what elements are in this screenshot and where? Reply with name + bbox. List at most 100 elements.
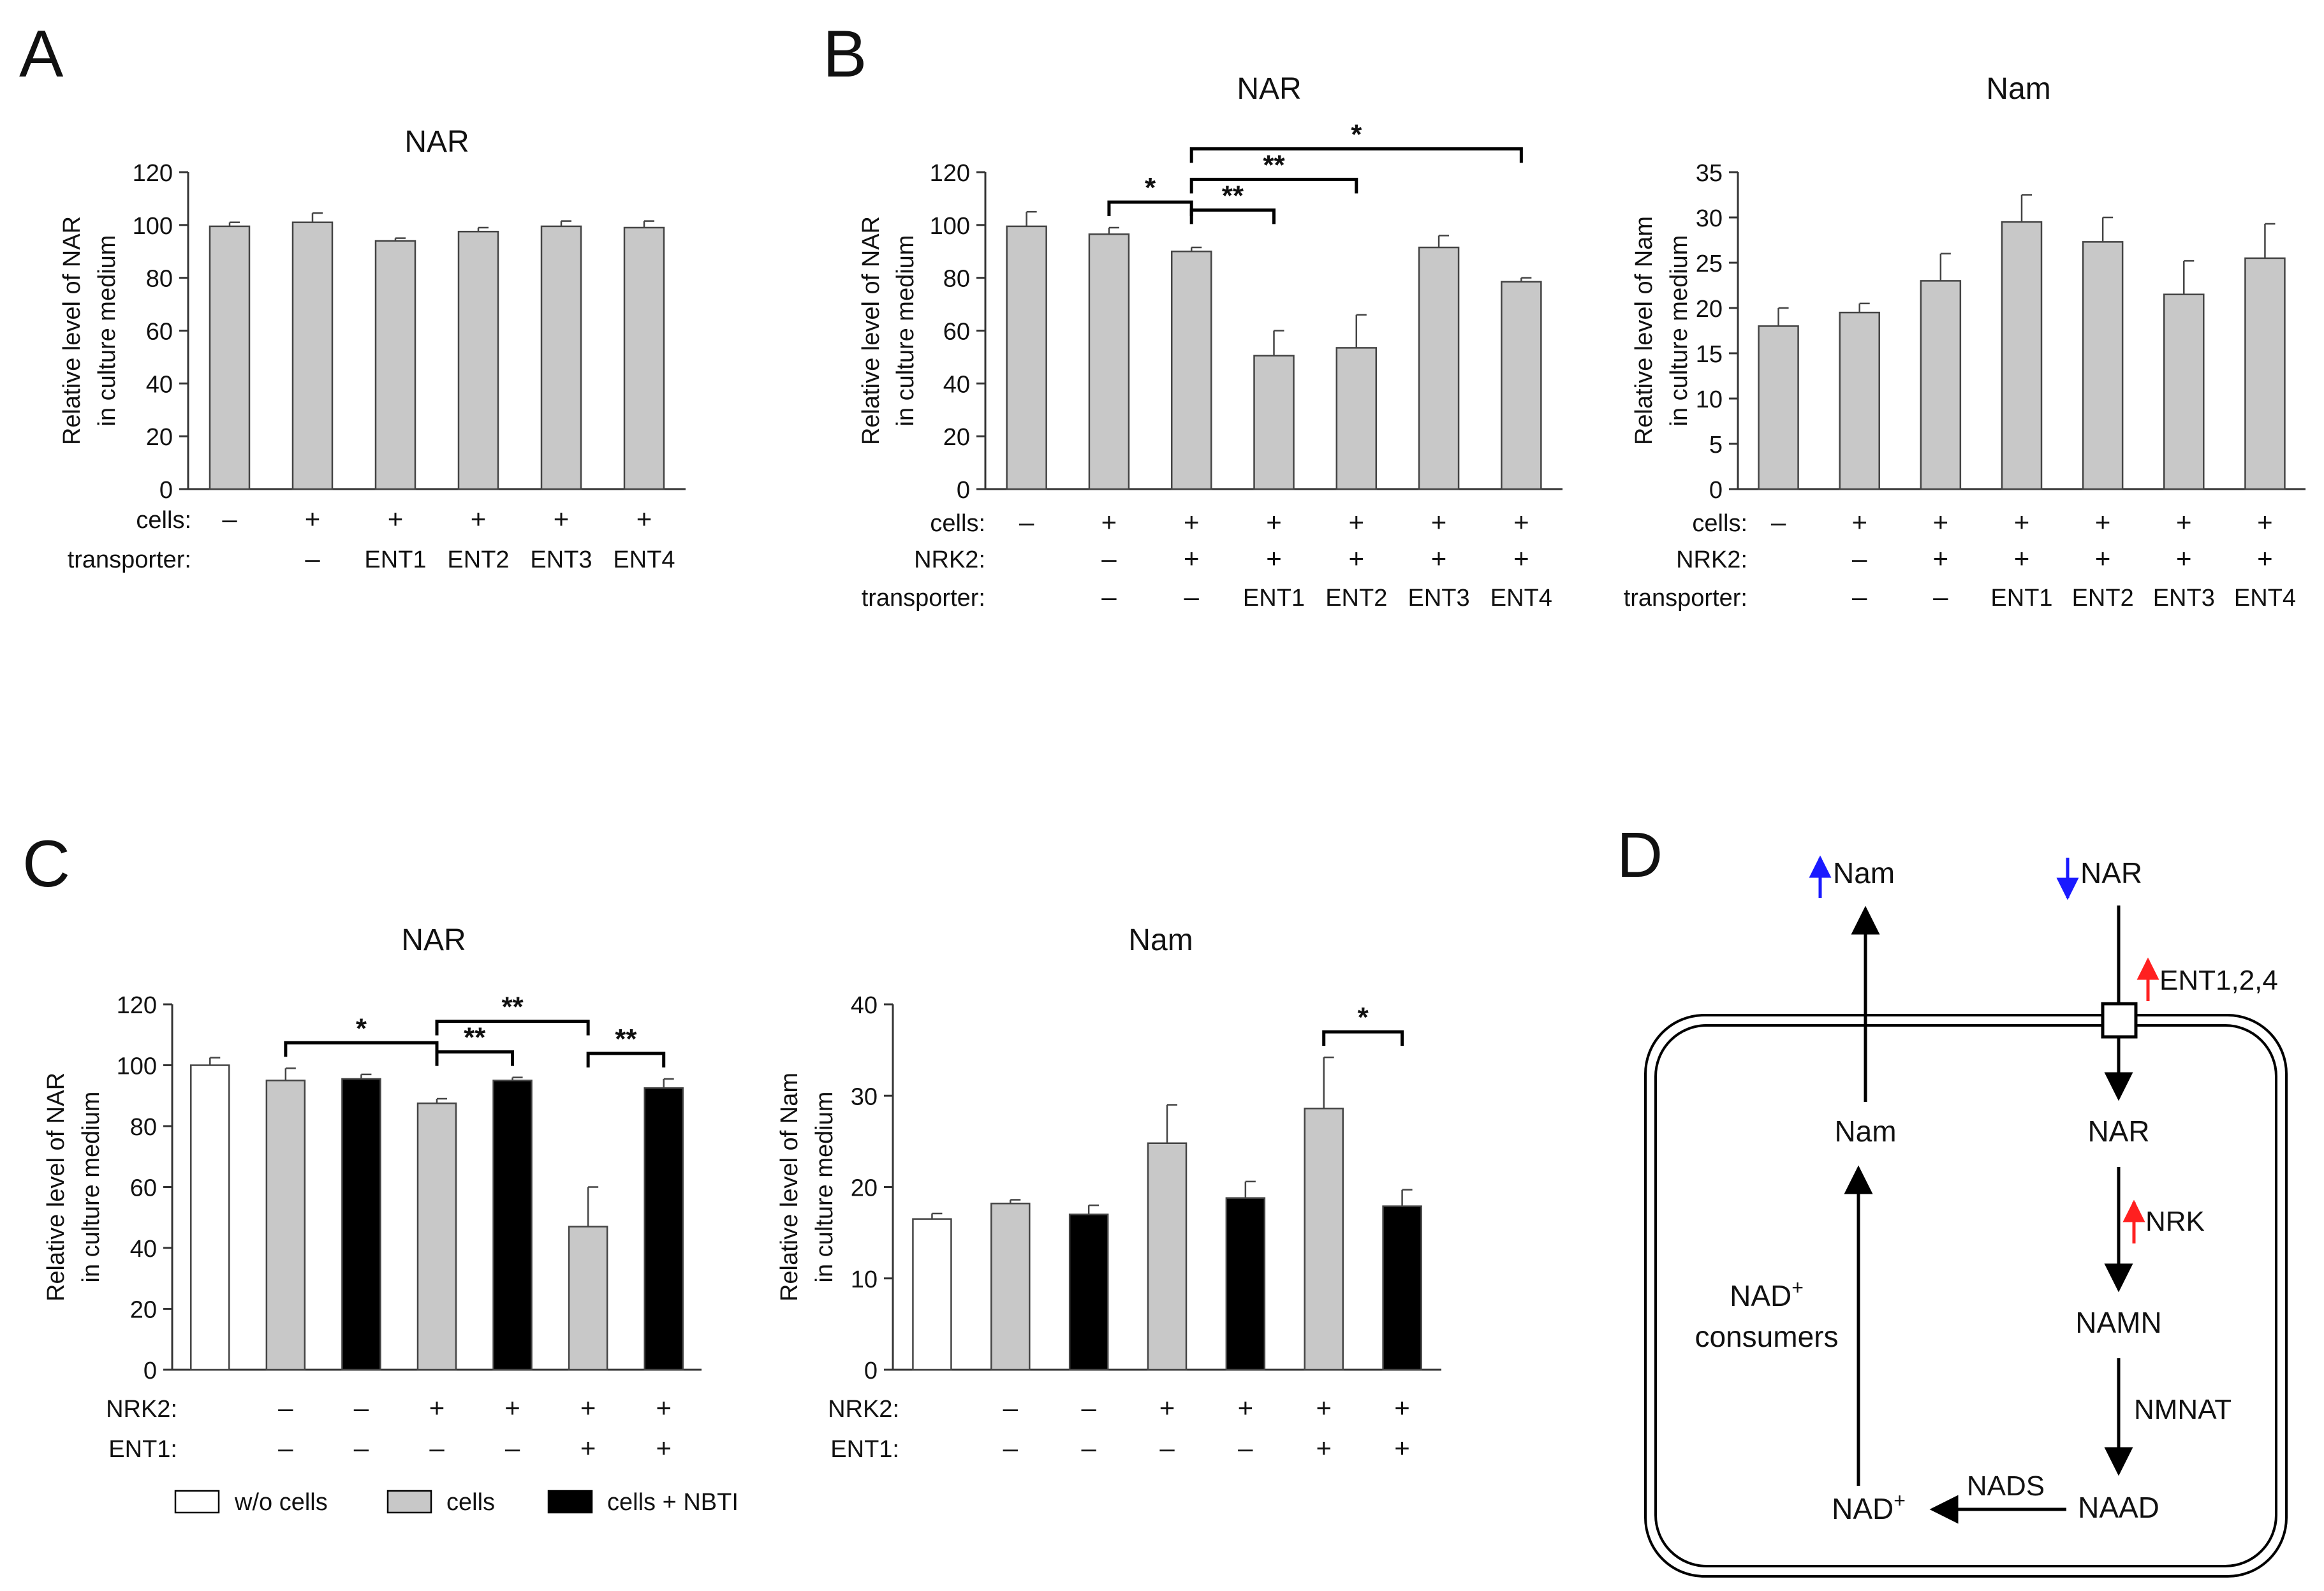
y-tick-label: 40 [130, 1236, 157, 1263]
significance-bracket [1107, 200, 1193, 216]
condition-value: – [1238, 1433, 1253, 1463]
significance-label: ** [1222, 180, 1244, 211]
significance-label: * [356, 1013, 367, 1044]
condition-value: ENT1 [1990, 585, 2052, 612]
significance-bracket [1189, 147, 1523, 163]
chart-panel-a-nar: NAR 0 20 40 60 80 100 120 Relative level of NAR i… [59, 125, 686, 573]
condition-value: ENT1 [1243, 585, 1305, 612]
condition-value: + [1159, 1393, 1175, 1423]
bar [190, 1064, 230, 1371]
bar [1335, 347, 1378, 490]
y-axis-label: Relative level of NAR [43, 1073, 70, 1301]
y-tick-label: 30 [851, 1083, 878, 1110]
y-tick-label: 10 [1696, 386, 1723, 413]
condition-value: + [1933, 543, 1949, 573]
condition-value: + [388, 504, 404, 534]
significance-label: ** [1263, 149, 1285, 180]
condition-row-label: NRK2: [1676, 546, 1747, 573]
y-tick-label: 30 [1696, 205, 1723, 232]
y-tick-label: 35 [1696, 160, 1723, 187]
y-tick-label: 0 [1709, 477, 1723, 504]
condition-value: – [1081, 1393, 1096, 1423]
panel-letter-d: D [1617, 819, 1663, 891]
bar [644, 1087, 684, 1371]
condition-value: + [504, 1393, 520, 1423]
significance-bracket [586, 1052, 666, 1067]
panel-letter-a: A [19, 17, 64, 91]
bar [623, 226, 665, 490]
condition-value: + [1349, 543, 1365, 573]
nam-intracellular-label: Nam [1834, 1115, 1896, 1148]
bar [416, 1102, 457, 1371]
y-tick-label: 80 [146, 266, 173, 293]
condition-value: + [1513, 543, 1529, 573]
y-axis-label-line2: in culture medium [892, 235, 919, 427]
condition-value: – [1003, 1433, 1019, 1463]
condition-value: + [1394, 1433, 1410, 1463]
condition-value: + [1316, 1433, 1332, 1463]
nad-consumers-label-line2: consumers [1695, 1320, 1839, 1353]
condition-value: – [1159, 1433, 1175, 1463]
legend-swatch-wo-cells [174, 1490, 220, 1514]
cell-membrane-outer [1644, 1014, 2288, 1578]
bar [1758, 325, 1799, 490]
chart-title: Nam [1986, 72, 2050, 106]
condition-value: + [1238, 1393, 1254, 1423]
condition-value: + [2014, 507, 2030, 537]
y-tick-label: 20 [146, 424, 173, 451]
bar [291, 221, 334, 490]
namn-label: NAMN [2075, 1306, 2161, 1339]
condition-value: ENT4 [613, 546, 675, 573]
y-tick-label: 20 [943, 424, 970, 451]
bar [492, 1080, 533, 1371]
condition-value: – [354, 1433, 369, 1463]
condition-row-label: transporter: [862, 585, 985, 612]
significance-label: * [1358, 1002, 1369, 1033]
legend-swatch-cells [386, 1490, 432, 1514]
condition-row-label: cells: [1692, 510, 1747, 537]
condition-value: + [2257, 543, 2273, 573]
y-axis-label: Relative level of NAR [59, 216, 85, 445]
chart-panel-c-nar: NAR 0 20 40 60 80 100 120 Relative level of NAR i… [43, 923, 702, 1463]
y-tick-label: 40 [943, 371, 970, 398]
condition-value: + [2095, 543, 2111, 573]
legend-swatch-cells-nbti [547, 1490, 593, 1514]
y-tick-label: 0 [159, 477, 173, 504]
chart-panel-b-nar: NAR 0 20 40 60 80 100 120 Relative level of NAR i… [858, 72, 1563, 612]
condition-value: – [354, 1393, 369, 1423]
significance-bracket [435, 1050, 515, 1066]
significance-bracket [435, 1020, 590, 1036]
condition-value: + [471, 504, 487, 534]
condition-value: – [1852, 582, 1867, 612]
y-tick-label: 60 [943, 319, 970, 346]
transporter-box [2101, 1002, 2138, 1039]
condition-row-label: ENT1: [108, 1436, 177, 1463]
bar [1006, 225, 1047, 490]
condition-value: ENT4 [1490, 585, 1552, 612]
bar [2082, 241, 2124, 490]
condition-value: + [2014, 543, 2030, 573]
significance-bracket [1322, 1030, 1404, 1046]
y-tick-label: 25 [1696, 251, 1723, 277]
y-tick-label: 120 [117, 992, 157, 1019]
chart-title: NAR [401, 923, 466, 957]
condition-row-label: NRK2: [914, 546, 985, 573]
condition-value: + [2176, 543, 2192, 573]
y-tick-label: 100 [117, 1053, 157, 1080]
y-axis-label: Relative level of NAR [858, 216, 885, 445]
y-tick-label: 40 [146, 371, 173, 398]
condition-value: ENT2 [2072, 585, 2134, 612]
significance-label: ** [501, 992, 524, 1023]
chart-panel-c-nam: Nam 0 10 20 30 40 Relative level of Nam in cult… [776, 923, 1441, 1463]
condition-value: + [1184, 543, 1200, 573]
y-tick-label: 80 [130, 1114, 157, 1141]
condition-value: + [1431, 543, 1447, 573]
bar [1839, 311, 1880, 490]
bar [457, 230, 499, 490]
condition-row-label: transporter: [68, 546, 191, 573]
nad-consumers-label: NAD+ [1730, 1276, 1804, 1312]
panel-letter-b: B [823, 17, 867, 91]
y-tick-label: 20 [130, 1297, 157, 1324]
condition-value: – [1003, 1393, 1019, 1423]
condition-value: – [305, 543, 320, 573]
